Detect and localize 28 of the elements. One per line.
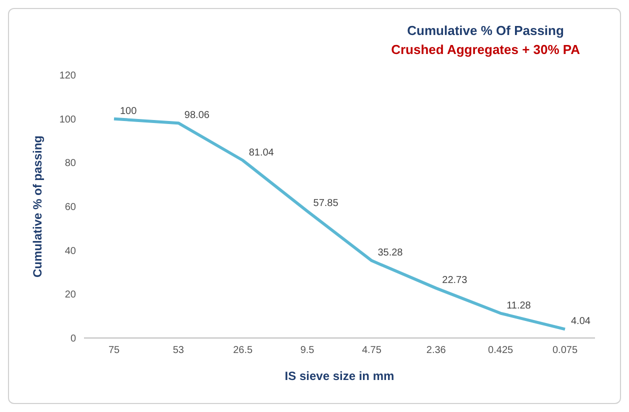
y-tick-label: 20 — [64, 290, 76, 301]
y-tick-label: 100 — [59, 114, 76, 126]
data-label: 81.04 — [248, 147, 274, 158]
x-tick-label: 0.075 — [552, 345, 578, 356]
y-tick-label: 80 — [64, 158, 76, 170]
x-tick-label: 2.36 — [426, 345, 446, 356]
line-series — [112, 117, 566, 331]
data-label: 35.28 — [378, 248, 404, 259]
data-label: 11.28 — [506, 300, 532, 312]
x-tick-label: 53 — [172, 345, 184, 356]
y-tick-label: 120 — [59, 70, 76, 82]
data-label: 98.06 — [184, 110, 210, 122]
x-tick-label: 75 — [108, 345, 120, 356]
y-axis-title: Cumulative % of passing — [30, 135, 44, 278]
x-tick-label: 4.75 — [362, 345, 382, 356]
data-label: 4.04 — [571, 316, 591, 328]
data-label: 100 — [120, 106, 138, 117]
chart-title: Cumulative % Of Passing — [406, 23, 565, 38]
y-tick-label: 40 — [64, 246, 76, 257]
y-tick-label: 0 — [70, 334, 76, 345]
data-label: 22.73 — [442, 275, 468, 286]
data-label: 57.85 — [313, 198, 339, 210]
x-tick-label: 9.5 — [300, 345, 315, 356]
x-axis-title: IS sieve size in mm — [284, 369, 394, 383]
y-tick-label: 60 — [64, 202, 76, 214]
x-tick-label: 0.425 — [488, 345, 514, 356]
x-tick-label: 26.5 — [233, 345, 254, 356]
chart-subtitle: Crushed Aggregates + 30% PA — [391, 42, 580, 57]
